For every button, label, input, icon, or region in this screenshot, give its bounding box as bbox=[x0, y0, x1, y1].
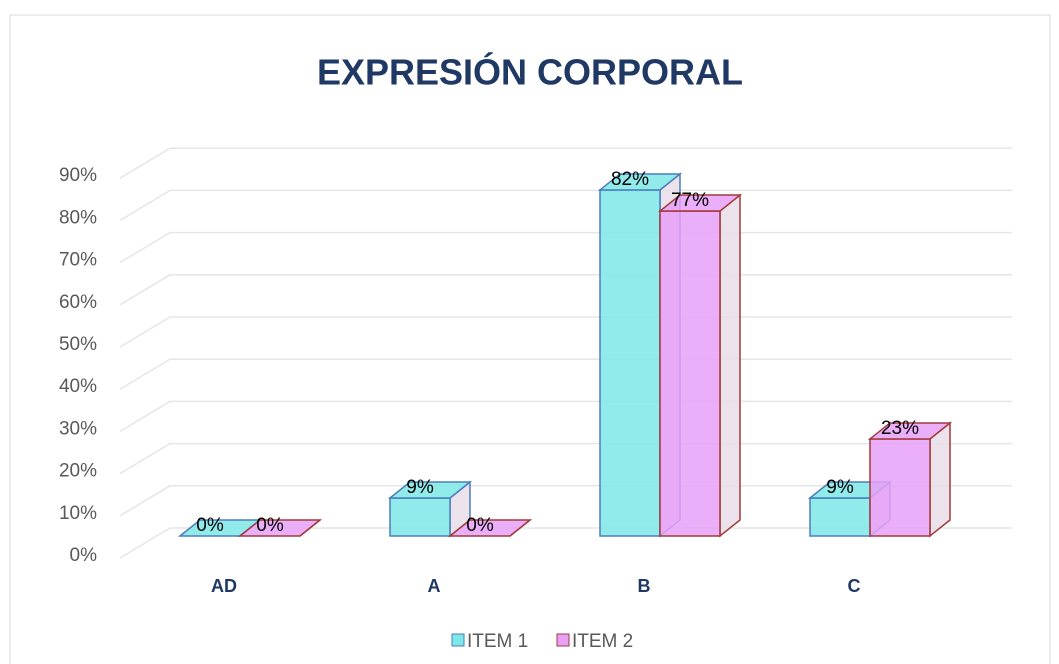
value-label: 77% bbox=[671, 190, 709, 211]
y-tick-label: 50% bbox=[59, 334, 97, 355]
y-tick-label: 10% bbox=[59, 503, 97, 524]
grid-line bbox=[119, 189, 1012, 222]
bar bbox=[809, 497, 871, 537]
y-tick-label: 0% bbox=[70, 545, 98, 566]
x-tick-label: A bbox=[428, 576, 441, 596]
chart-title: EXPRESIÓN CORPORAL bbox=[317, 51, 743, 93]
x-tick-label: C bbox=[848, 576, 861, 596]
x-tick-label: AD bbox=[211, 576, 237, 596]
bar bbox=[869, 438, 931, 537]
bar-top bbox=[657, 194, 743, 212]
value-label: 9% bbox=[406, 477, 434, 498]
y-tick-label: 80% bbox=[59, 207, 97, 228]
value-label: 0% bbox=[256, 515, 284, 536]
y-tick-label: 20% bbox=[59, 461, 97, 482]
grid-line bbox=[119, 147, 1012, 179]
grid-line bbox=[119, 527, 1012, 559]
value-label: 9% bbox=[826, 477, 854, 498]
y-tick-label: 70% bbox=[59, 250, 97, 271]
bar-top bbox=[597, 173, 683, 191]
legend-swatch bbox=[451, 633, 465, 647]
value-label: 82% bbox=[611, 169, 649, 190]
value-label: 0% bbox=[466, 515, 494, 536]
bar-top bbox=[387, 481, 473, 499]
value-label: 0% bbox=[196, 515, 224, 536]
legend-label: ITEM 2 bbox=[572, 631, 633, 652]
y-tick-label: 90% bbox=[59, 165, 97, 186]
bar-top bbox=[447, 519, 533, 537]
value-label: 23% bbox=[881, 418, 919, 439]
x-tick-label: B bbox=[638, 576, 651, 596]
bar-top bbox=[237, 519, 323, 537]
y-tick-label: 40% bbox=[59, 376, 97, 397]
bar-side bbox=[719, 193, 741, 538]
legend-swatch bbox=[556, 633, 570, 647]
y-tick-label: 60% bbox=[59, 292, 97, 313]
chart-border bbox=[9, 14, 1051, 664]
bar-top bbox=[867, 422, 953, 440]
bar-side bbox=[929, 421, 951, 538]
y-tick-label: 30% bbox=[59, 418, 97, 439]
legend-label: ITEM 1 bbox=[467, 631, 528, 652]
bar bbox=[659, 210, 721, 537]
bar bbox=[599, 189, 661, 537]
bar bbox=[389, 497, 451, 537]
